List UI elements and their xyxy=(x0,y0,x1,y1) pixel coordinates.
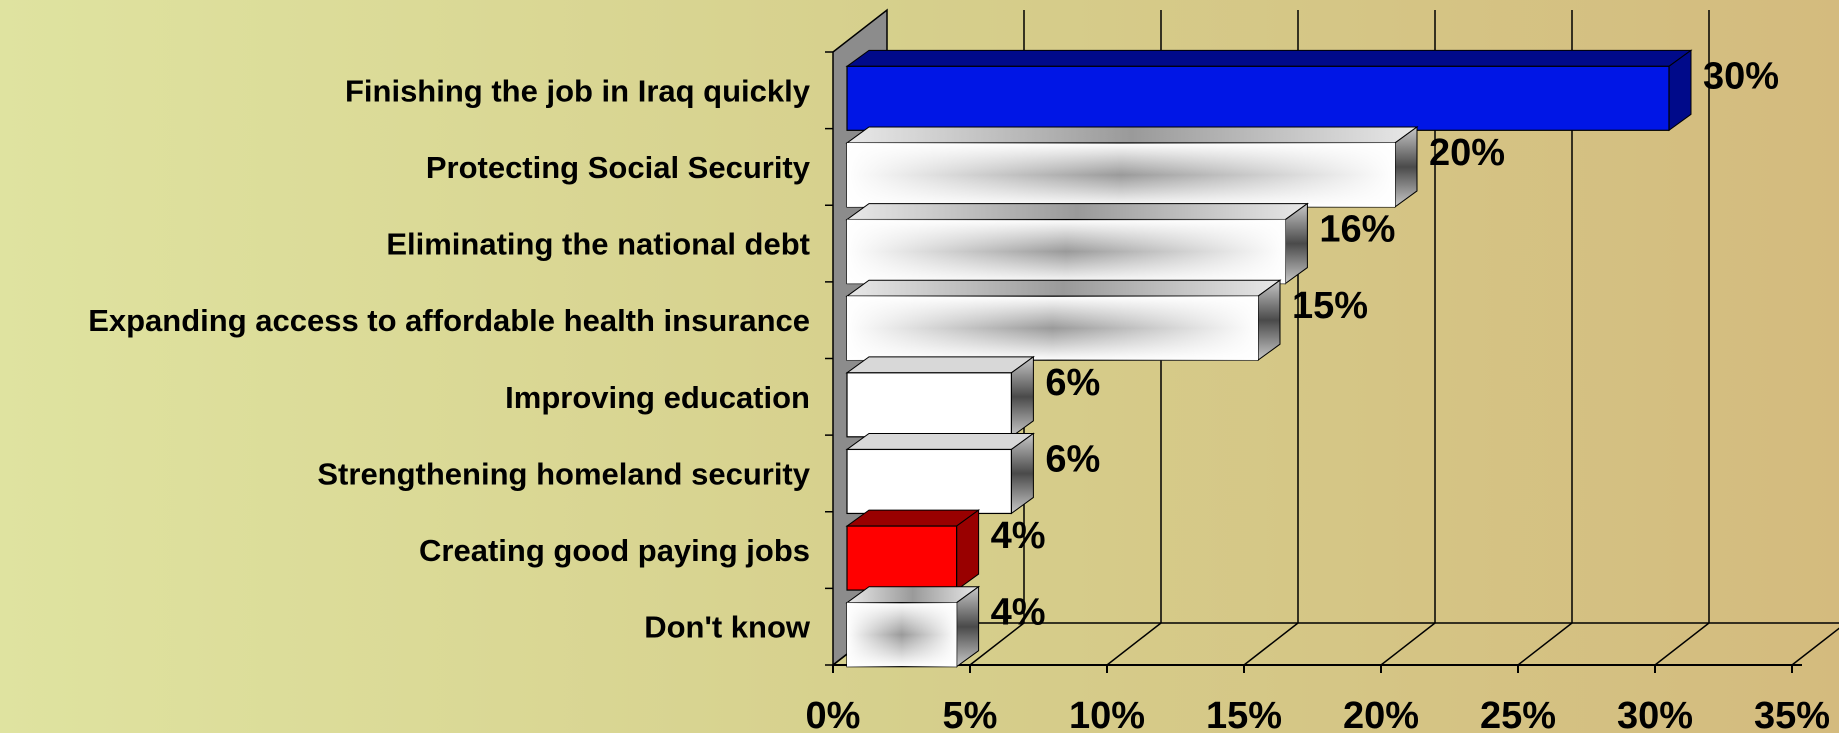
x-tick-label: 20% xyxy=(1343,695,1419,733)
x-tick-label: 0% xyxy=(806,695,861,733)
category-label: Expanding access to affordable health in… xyxy=(88,303,810,338)
category-labels: Finishing the job in Iraq quickly Protect… xyxy=(88,73,811,644)
floor-gridline xyxy=(1517,622,1573,666)
bar-top-face xyxy=(845,509,981,527)
bar-top-face xyxy=(845,126,1419,144)
bar-front-face xyxy=(846,372,1012,438)
x-tick-label: 15% xyxy=(1206,695,1282,733)
x-tick-label: 30% xyxy=(1617,695,1693,733)
floor-gridline xyxy=(1791,627,1839,666)
bar-top-face xyxy=(845,49,1693,67)
value-label: 20% xyxy=(1429,132,1505,174)
category-label: Creating good paying jobs xyxy=(419,533,810,568)
bar-top-face xyxy=(845,586,981,604)
value-label: 4% xyxy=(991,592,1046,634)
x-tick-label: 25% xyxy=(1480,695,1556,733)
bar-front-highlight xyxy=(847,219,1286,284)
x-tick-label: 35% xyxy=(1754,695,1830,733)
bar-front-highlight xyxy=(847,296,1258,361)
value-label: 6% xyxy=(1045,362,1100,404)
value-label: 6% xyxy=(1045,438,1100,480)
category-label: Eliminating the national debt xyxy=(386,227,810,262)
x-axis-tick-labels: 0% 5% 10% 15% 20% 25% 30% 35% xyxy=(806,695,1830,733)
bar-front-face xyxy=(846,525,958,591)
bar-top-face xyxy=(845,432,1035,450)
category-label: Finishing the job in Iraq quickly xyxy=(345,73,811,108)
value-label: 4% xyxy=(991,515,1046,557)
bars xyxy=(845,49,1693,668)
category-label: Don't know xyxy=(644,610,811,645)
bar-front-highlight xyxy=(847,142,1395,207)
bar-top-face xyxy=(845,203,1309,221)
bar xyxy=(845,355,1035,438)
category-label: Strengthening homeland security xyxy=(317,456,810,491)
value-label: 30% xyxy=(1703,55,1779,97)
floor-gridline xyxy=(969,622,1025,666)
bar xyxy=(845,49,1693,132)
value-label: 16% xyxy=(1319,209,1395,251)
bar-top-face xyxy=(845,356,1035,374)
bar-front-highlight xyxy=(847,602,957,667)
x-tick-label: 10% xyxy=(1069,695,1145,733)
floor-gridline xyxy=(1106,622,1162,666)
bar xyxy=(845,509,981,592)
bar xyxy=(845,125,1419,208)
bar xyxy=(845,585,981,668)
bar-front-face xyxy=(846,65,1670,131)
floor-gridline xyxy=(1243,622,1299,666)
bar-top-face xyxy=(845,279,1282,297)
category-label: Improving education xyxy=(505,380,810,415)
floor-gridline xyxy=(1380,622,1436,666)
bar-front-face xyxy=(846,448,1012,515)
x-tick-label: 5% xyxy=(943,695,998,733)
floor-gridline xyxy=(1654,622,1710,666)
bar xyxy=(845,432,1035,515)
bar xyxy=(845,202,1309,285)
bar xyxy=(845,279,1282,362)
value-label: 15% xyxy=(1292,285,1368,327)
category-label: Protecting Social Security xyxy=(426,150,811,185)
value-labels: 30% 20% 16% 15% 6% 6% 4% 4% xyxy=(991,55,1779,633)
